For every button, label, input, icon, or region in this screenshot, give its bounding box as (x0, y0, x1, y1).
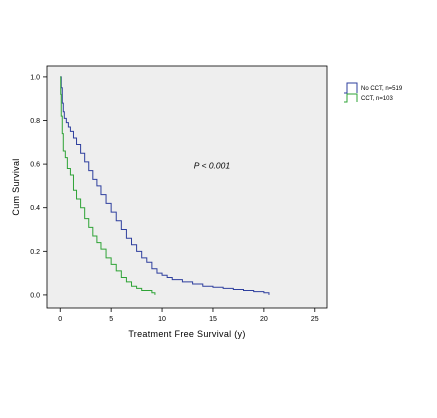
legend-label-cct: CCT, n=103 (361, 96, 394, 102)
x-tick-label: 5 (109, 316, 113, 323)
series-line-no-cct (60, 76, 270, 295)
x-tick-label: 20 (260, 316, 268, 323)
y-axis-title: Cum Survival (11, 158, 21, 215)
x-tick-label: 25 (311, 316, 319, 323)
y-tick-label: 0.0 (30, 292, 40, 299)
y-tick-label: 0.4 (30, 205, 40, 212)
legend-item-no-cct: No CCT, n=519 (344, 82, 403, 94)
y-tick-label: 0.8 (30, 118, 40, 125)
plot-area (46, 65, 328, 309)
x-tick-label: 15 (209, 316, 217, 323)
x-tick-label: 0 (58, 316, 62, 323)
y-axis-ticks: 0.0 0.2 0.4 0.6 0.8 1.0 (30, 74, 47, 299)
legend-item-cct: CCT, n=103 (344, 93, 394, 103)
legend-swatch-cct (344, 93, 358, 103)
legend-swatch-no-cct (344, 82, 358, 94)
x-axis-ticks: 0 5 10 15 20 25 (58, 308, 319, 323)
legend-label-no-cct: No CCT, n=519 (361, 86, 403, 92)
series-group (60, 76, 270, 295)
y-tick-label: 0.2 (30, 249, 40, 256)
y-tick-label: 1.0 (30, 74, 40, 81)
x-axis-title: Treatment Free Survival (y) (128, 329, 245, 339)
legend: No CCT, n=519 CCT, n=103 (344, 82, 403, 103)
annotation-p-value: P < 0.001 (194, 160, 231, 170)
x-tick-label: 10 (158, 316, 166, 323)
y-tick-label: 0.6 (30, 162, 40, 169)
series-line-cct (60, 76, 156, 295)
